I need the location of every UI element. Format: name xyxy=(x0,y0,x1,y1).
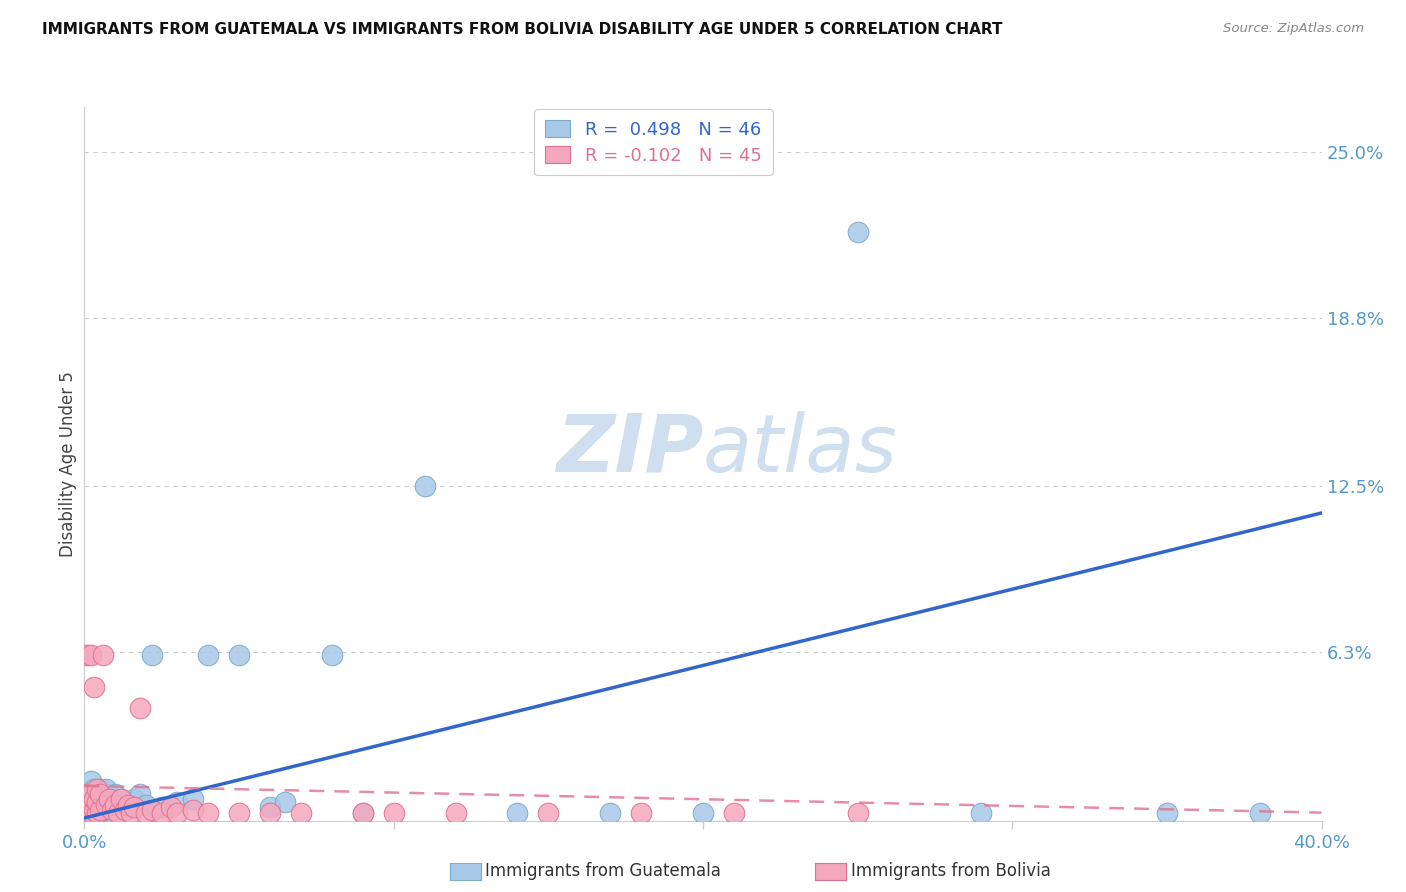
Point xyxy=(79,805,101,820)
Point xyxy=(83,803,105,817)
Point xyxy=(129,701,152,715)
Point xyxy=(86,795,108,809)
Point xyxy=(94,797,117,812)
Point xyxy=(79,773,101,788)
Point xyxy=(110,792,132,806)
Point xyxy=(89,787,111,801)
Point xyxy=(86,800,108,814)
Point xyxy=(104,797,127,812)
Point xyxy=(723,805,745,820)
Point xyxy=(104,787,127,801)
Point xyxy=(79,797,101,812)
Point xyxy=(101,792,124,806)
Point xyxy=(76,803,98,817)
Point xyxy=(114,803,136,817)
Point xyxy=(129,787,152,801)
Point xyxy=(135,805,157,820)
Point xyxy=(150,805,173,820)
Point xyxy=(79,648,101,662)
Point xyxy=(444,805,467,820)
Point xyxy=(117,797,139,812)
Point xyxy=(117,800,139,814)
Point xyxy=(537,805,560,820)
Point xyxy=(846,805,869,820)
Point xyxy=(181,792,204,806)
Point xyxy=(89,805,111,820)
Text: atlas: atlas xyxy=(703,410,898,489)
Point xyxy=(321,648,343,662)
Point xyxy=(91,803,114,817)
Point xyxy=(91,648,114,662)
Point xyxy=(76,797,98,812)
Point xyxy=(160,800,183,814)
Point xyxy=(86,787,108,801)
Point xyxy=(89,803,111,817)
Point xyxy=(91,789,114,804)
Point xyxy=(98,797,121,812)
Point xyxy=(352,805,374,820)
Point xyxy=(259,800,281,814)
Point xyxy=(110,792,132,806)
Point xyxy=(150,800,173,814)
Point xyxy=(181,803,204,817)
Legend: R =  0.498   N = 46, R = -0.102   N = 45: R = 0.498 N = 46, R = -0.102 N = 45 xyxy=(534,109,773,176)
Point xyxy=(1156,805,1178,820)
Point xyxy=(413,479,436,493)
Point xyxy=(101,803,124,817)
Point xyxy=(352,805,374,820)
Point xyxy=(79,797,101,812)
Point xyxy=(846,225,869,239)
Text: Immigrants from Guatemala: Immigrants from Guatemala xyxy=(485,863,721,880)
Point xyxy=(506,805,529,820)
Point xyxy=(141,803,163,817)
Point xyxy=(94,781,117,796)
Point xyxy=(122,792,145,806)
Point xyxy=(259,805,281,820)
Text: IMMIGRANTS FROM GUATEMALA VS IMMIGRANTS FROM BOLIVIA DISABILITY AGE UNDER 5 CORR: IMMIGRANTS FROM GUATEMALA VS IMMIGRANTS … xyxy=(42,22,1002,37)
Point xyxy=(122,800,145,814)
Point xyxy=(630,805,652,820)
Point xyxy=(290,805,312,820)
Point xyxy=(89,781,111,796)
Point xyxy=(98,792,121,806)
Point xyxy=(197,648,219,662)
Point xyxy=(692,805,714,820)
Point xyxy=(83,803,105,817)
Point xyxy=(274,795,297,809)
Text: Immigrants from Bolivia: Immigrants from Bolivia xyxy=(851,863,1050,880)
Point xyxy=(76,803,98,817)
Point xyxy=(599,805,621,820)
Point xyxy=(141,648,163,662)
Point xyxy=(79,787,101,801)
Point xyxy=(86,781,108,796)
Point xyxy=(228,805,250,820)
Point xyxy=(197,805,219,820)
Point xyxy=(166,795,188,809)
Point xyxy=(76,797,98,812)
Point xyxy=(228,648,250,662)
Point xyxy=(76,787,98,801)
Text: ZIP: ZIP xyxy=(555,410,703,489)
Point xyxy=(83,792,105,806)
Point xyxy=(120,805,142,820)
Point xyxy=(970,805,993,820)
Point xyxy=(135,797,157,812)
Point xyxy=(83,781,105,796)
Point xyxy=(107,805,129,820)
Point xyxy=(83,680,105,694)
Point xyxy=(86,805,108,820)
Point xyxy=(94,800,117,814)
Point xyxy=(79,787,101,801)
Point xyxy=(76,648,98,662)
Point xyxy=(382,805,405,820)
Point xyxy=(1249,805,1271,820)
Point xyxy=(76,787,98,801)
Y-axis label: Disability Age Under 5: Disability Age Under 5 xyxy=(59,371,77,557)
Point xyxy=(89,795,111,809)
Point xyxy=(107,797,129,812)
Point xyxy=(83,792,105,806)
Point xyxy=(166,805,188,820)
Point xyxy=(79,805,101,820)
Text: Source: ZipAtlas.com: Source: ZipAtlas.com xyxy=(1223,22,1364,36)
